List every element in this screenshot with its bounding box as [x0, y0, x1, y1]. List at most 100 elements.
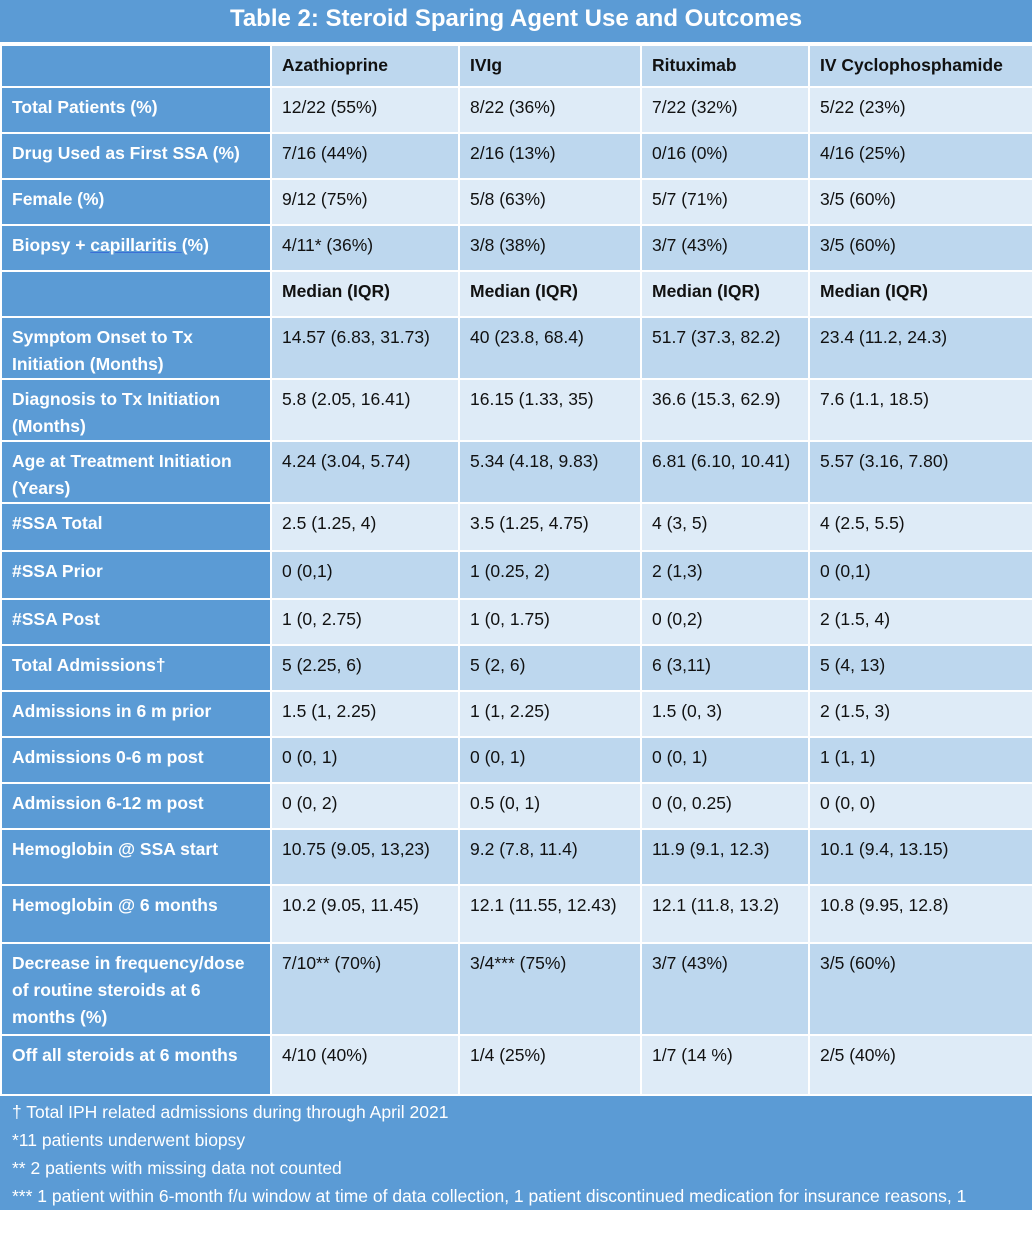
table-cell: 0 (0, 1)	[640, 736, 810, 784]
header-row: Azathioprine IVIg Rituximab IV Cyclophospha…	[0, 44, 1032, 88]
table-cell: 2/5 (40%)	[808, 1034, 1032, 1096]
table-cell: 3/7 (43%)	[640, 942, 810, 1036]
table-row: Total Patients (%) 12/22 (55%) 8/22 (36%) 7…	[0, 86, 1032, 134]
table-cell: 2 (1.5, 3)	[808, 690, 1032, 738]
table-cell: 6.81 (6.10, 10.41)	[640, 440, 810, 504]
table-row: Total Admissions† 5 (2.25, 6) 5 (2, 6) 6 (3…	[0, 644, 1032, 692]
corner-cell	[0, 44, 272, 88]
table-cell: 3/5 (60%)	[808, 942, 1032, 1036]
table-cell: 5.34 (4.18, 9.83)	[458, 440, 642, 504]
table-cell: 1 (1, 1)	[808, 736, 1032, 784]
table-cell: 2 (1.5, 4)	[808, 598, 1032, 646]
table-row: #SSA Total 2.5 (1.25, 4) 3.5 (1.25, 4.75) 4…	[0, 502, 1032, 552]
table-cell: 5/22 (23%)	[808, 86, 1032, 134]
table-row: Age at Treatment Initiation (Years) 4.24 …	[0, 440, 1032, 504]
table-cell: 10.8 (9.95, 12.8)	[808, 884, 1032, 944]
table-cell: 36.6 (15.3, 62.9)	[640, 378, 810, 442]
row-label: Admission 6-12 m post	[0, 782, 272, 830]
row-label: Total Patients (%)	[0, 86, 272, 134]
row-label: Female (%)	[0, 178, 272, 226]
table-row: Female (%) 9/12 (75%) 5/8 (63%) 5/7 (71%) 3/…	[0, 178, 1032, 226]
table-cell: 4 (3, 5)	[640, 502, 810, 552]
table-cell: 9/12 (75%)	[270, 178, 460, 226]
table-cell: 1.5 (0, 3)	[640, 690, 810, 738]
table-cell: 0 (0,1)	[270, 550, 460, 600]
table-cell: 8/22 (36%)	[458, 86, 642, 134]
table-cell: 1.5 (1, 2.25)	[270, 690, 460, 738]
table-row: Biopsy + capillaritis (%) 4/11* (36%) 3/8 …	[0, 224, 1032, 272]
table-cell: Median (IQR)	[640, 270, 810, 318]
footnote: ** 2 patients with missing data not coun…	[12, 1158, 342, 1178]
table-row: Hemoglobin @ SSA start 10.75 (9.05, 13,23…	[0, 828, 1032, 886]
footnote: *** 1 patient within 6-month f/u window …	[12, 1186, 967, 1234]
row-label: Admissions in 6 m prior	[0, 690, 272, 738]
table-cell: 3.5 (1.25, 4.75)	[458, 502, 642, 552]
table-cell: 6 (3,11)	[640, 644, 810, 692]
row-label: Symptom Onset to Tx Initiation (Months)	[0, 316, 272, 380]
column-header: Azathioprine	[270, 44, 460, 88]
table-cell: 5 (4, 13)	[808, 644, 1032, 692]
table-cell: 1 (0, 1.75)	[458, 598, 642, 646]
table-row: Decrease in frequency/dose of routine st…	[0, 942, 1032, 1036]
table-cell: 9.2 (7.8, 11.4)	[458, 828, 642, 886]
table-cell: 1/7 (14 %)	[640, 1034, 810, 1096]
table-cell: 0 (0, 0.25)	[640, 782, 810, 830]
table-cell: 2/16 (13%)	[458, 132, 642, 180]
table-cell: 7/16 (44%)	[270, 132, 460, 180]
table-cell: 3/7 (43%)	[640, 224, 810, 272]
table-row: Admissions 0-6 m post 0 (0, 1) 0 (0, 1) 0 (…	[0, 736, 1032, 784]
table-cell: 23.4 (11.2, 24.3)	[808, 316, 1032, 380]
table-cell: 10.2 (9.05, 11.45)	[270, 884, 460, 944]
column-header: IV Cyclophosphamide	[808, 44, 1032, 88]
table-cell: 16.15 (1.33, 35)	[458, 378, 642, 442]
table-container: Table 2: Steroid Sparing Agent Use and O…	[0, 0, 1032, 1210]
table-row: Admissions in 6 m prior 1.5 (1, 2.25) 1 (1…	[0, 690, 1032, 738]
footnotes: † Total IPH related admissions during th…	[0, 1096, 1032, 1240]
table-cell: Median (IQR)	[808, 270, 1032, 318]
footnote: † Total IPH related admissions during th…	[12, 1102, 449, 1122]
row-label-text: (%)	[181, 235, 209, 255]
table-row: #SSA Post 1 (0, 2.75) 1 (0, 1.75) 0 (0,2) 2 …	[0, 598, 1032, 646]
table-cell: 3/5 (60%)	[808, 178, 1032, 226]
table-cell: 0 (0,1)	[808, 550, 1032, 600]
table-cell: 4/10 (40%)	[270, 1034, 460, 1096]
table-row: Admission 6-12 m post 0 (0, 2) 0.5 (0, 1) 0…	[0, 782, 1032, 830]
row-label: Biopsy + capillaritis (%)	[0, 224, 272, 272]
row-label: Total Admissions†	[0, 644, 272, 692]
table-cell: 10.1 (9.4, 13.15)	[808, 828, 1032, 886]
row-label: Off all steroids at 6 months	[0, 1034, 272, 1096]
column-header: Rituximab	[640, 44, 810, 88]
table-cell: 2.5 (1.25, 4)	[270, 502, 460, 552]
table-cell: 5.8 (2.05, 16.41)	[270, 378, 460, 442]
table-title: Table 2: Steroid Sparing Agent Use and O…	[0, 0, 1032, 44]
table-cell: 4.24 (3.04, 5.74)	[270, 440, 460, 504]
table-cell: 5/8 (63%)	[458, 178, 642, 226]
row-label: Admissions 0-6 m post	[0, 736, 272, 784]
row-label: Hemoglobin @ 6 months	[0, 884, 272, 944]
table-cell: 0 (0,2)	[640, 598, 810, 646]
footnote: *11 patients underwent biopsy	[12, 1130, 246, 1150]
table-cell: 1 (0, 2.75)	[270, 598, 460, 646]
row-label-text: Biopsy +	[12, 235, 91, 255]
table-cell: 7/10** (70%)	[270, 942, 460, 1036]
table-row: #SSA Prior 0 (0,1) 1 (0.25, 2) 2 (1,3) 0 (0,…	[0, 550, 1032, 600]
table-row: Median (IQR) Median (IQR) Median (IQR) Medi…	[0, 270, 1032, 318]
table-cell: 3/5 (60%)	[808, 224, 1032, 272]
table-cell: Median (IQR)	[270, 270, 460, 318]
table-cell: 0 (0, 1)	[458, 736, 642, 784]
table-cell: 3/4*** (75%)	[458, 942, 642, 1036]
table-cell: 7.6 (1.1, 18.5)	[808, 378, 1032, 442]
table-cell: 40 (23.8, 68.4)	[458, 316, 642, 380]
table-cell: 1/4 (25%)	[458, 1034, 642, 1096]
table-cell: 7/22 (32%)	[640, 86, 810, 134]
table-row: Diagnosis to Tx Initiation (Months) 5.8 (…	[0, 378, 1032, 442]
table-cell: 12/22 (55%)	[270, 86, 460, 134]
table-cell: 5 (2.25, 6)	[270, 644, 460, 692]
row-label-underlined: capillaritis	[90, 235, 182, 255]
row-label	[0, 270, 272, 318]
row-label: #SSA Prior	[0, 550, 272, 600]
table-cell: 51.7 (37.3, 82.2)	[640, 316, 810, 380]
table-cell: 0 (0, 0)	[808, 782, 1032, 830]
table-cell: 1 (1, 2.25)	[458, 690, 642, 738]
table-cell: 0.5 (0, 1)	[458, 782, 642, 830]
